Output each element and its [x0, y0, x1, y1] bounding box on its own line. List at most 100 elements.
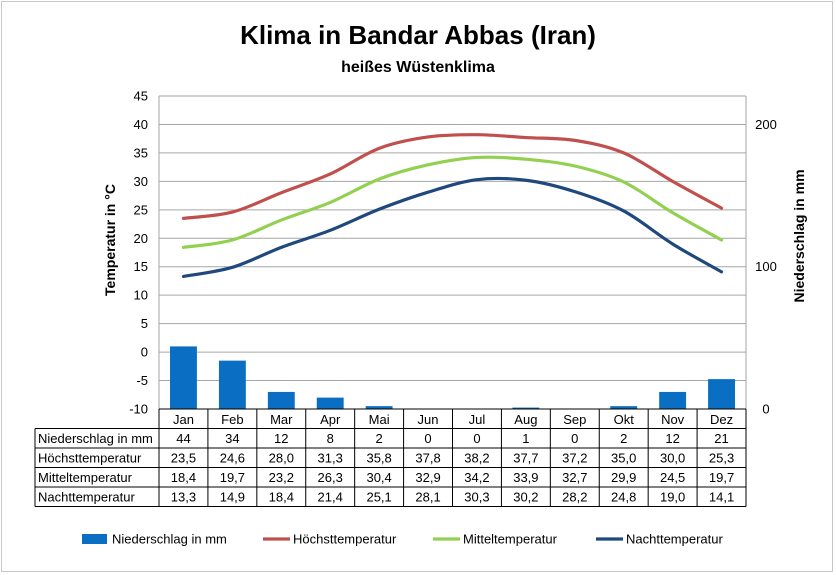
table-cell: 12	[274, 431, 288, 446]
table-row-label: Mitteltemperatur	[38, 470, 133, 485]
table-cell: 35,0	[611, 451, 636, 466]
line-mitteltemperatur	[181, 155, 724, 249]
table-cell: 28,1	[415, 490, 440, 505]
table-cell: 19,7	[220, 470, 245, 485]
y-left-tick-label: 25	[134, 202, 148, 217]
table-cell: 21,4	[318, 490, 343, 505]
table-cell: 19,0	[660, 490, 685, 505]
y-left-tick-label: 10	[134, 288, 148, 303]
bar-niederschlag	[316, 397, 344, 409]
chart-subtitle: heißes Wüstenklima	[341, 59, 495, 76]
y-left-tick-label: 45	[134, 89, 148, 104]
table-cell: 30,3	[464, 490, 489, 505]
table-cell: 2	[376, 431, 383, 446]
table-cell: 38,2	[464, 451, 489, 466]
legend-key-niederschlag	[82, 534, 107, 544]
table-cell: 0	[424, 431, 431, 446]
y-right-tick-label: 0	[762, 402, 769, 417]
table-cell: 18,4	[171, 470, 196, 485]
table-cell: 34	[225, 431, 239, 446]
y-left-axis-title: Temperatur in °C	[102, 184, 118, 296]
table-cell: 30,2	[513, 490, 538, 505]
table-cell: 21	[714, 431, 728, 446]
x-tick-label: Jul	[469, 412, 486, 427]
y-left-tick-label: -5	[136, 373, 148, 388]
table-cell: 8	[327, 431, 334, 446]
y-left-tick-label: -10	[129, 402, 148, 417]
table-cell: 44	[176, 431, 190, 446]
y-left-tick-label: 20	[134, 231, 148, 246]
table-cell: 30,4	[366, 470, 391, 485]
x-tick-label: Sep	[563, 412, 586, 427]
table-cell: 23,5	[171, 451, 196, 466]
x-tick-label: Nov	[661, 412, 685, 427]
table-cell: 19,7	[709, 470, 734, 485]
y-left-tick-label: 0	[141, 345, 148, 360]
y-left-tick-label: 15	[134, 259, 148, 274]
table-cell: 14,1	[709, 490, 734, 505]
table-cell: 28,0	[269, 451, 294, 466]
bar-niederschlag	[365, 406, 393, 409]
table-cell: 34,2	[464, 470, 489, 485]
table-cell: 37,7	[513, 451, 538, 466]
table-cell: 18,4	[269, 490, 294, 505]
y-right-tick-label: 200	[755, 117, 777, 132]
x-tick-label: Feb	[221, 412, 243, 427]
table-cell: 2	[620, 431, 627, 446]
bar-niederschlag	[170, 346, 197, 409]
legend-label: Höchsttemperatur	[293, 532, 397, 547]
legend-label: Nachttemperatur	[626, 532, 723, 547]
table-cell: 24,5	[660, 470, 685, 485]
line-hoechsttemperatur	[181, 133, 724, 220]
table-row-label: Niederschlag in mm	[38, 431, 153, 446]
table-cell: 25,1	[366, 490, 391, 505]
table-cell: 29,9	[611, 470, 636, 485]
table-cell: 0	[571, 431, 578, 446]
table-cell: 24,6	[220, 451, 245, 466]
x-tick-label: Apr	[320, 412, 341, 427]
y-right-tick-label: 100	[755, 259, 777, 274]
bar-niederschlag	[708, 379, 735, 409]
x-tick-label: Mar	[270, 412, 293, 427]
y-left-tick-label: 5	[141, 316, 148, 331]
y-left-tick-label: 40	[134, 117, 148, 132]
table-row-label: Höchsttemperatur	[38, 451, 142, 466]
y-left-tick-label: 35	[134, 145, 148, 160]
table-cell: 14,9	[220, 490, 245, 505]
bar-niederschlag	[267, 391, 295, 409]
table-cell: 35,8	[366, 451, 391, 466]
table-cell: 37,8	[415, 451, 440, 466]
x-tick-label: Dez	[710, 412, 733, 427]
y-left-tick-label: 30	[134, 174, 148, 189]
bar-niederschlag	[610, 406, 638, 409]
x-tick-label: Okt	[614, 412, 635, 427]
table-row-label: Nachttemperatur	[38, 490, 135, 505]
table-cell: 23,2	[269, 470, 294, 485]
table-cell: 12	[665, 431, 679, 446]
bar-niederschlag	[512, 407, 540, 409]
x-tick-label: Mai	[369, 412, 390, 427]
bar-niederschlag	[659, 391, 687, 409]
table-cell: 32,9	[415, 470, 440, 485]
table-cell: 0	[473, 431, 480, 446]
table-cell: 25,3	[709, 451, 734, 466]
x-tick-label: Jan	[173, 412, 194, 427]
y-right-axis-title: Niederschlag in mm	[791, 169, 807, 302]
legend-label: Niederschlag in mm	[112, 532, 227, 547]
x-tick-label: Jun	[418, 412, 439, 427]
table-cell: 37,2	[562, 451, 587, 466]
table-cell: 31,3	[318, 451, 343, 466]
table-cell: 24,8	[611, 490, 636, 505]
table-cell: 28,2	[562, 490, 587, 505]
table-cell: 32,7	[562, 470, 587, 485]
legend-label: Mitteltemperatur	[463, 532, 558, 547]
line-nachttemperatur	[181, 176, 724, 279]
table-cell: 30,0	[660, 451, 685, 466]
x-tick-label: Aug	[514, 412, 537, 427]
table-cell: 13,3	[171, 490, 196, 505]
table-cell: 26,3	[318, 470, 343, 485]
chart-title: Klima in Bandar Abbas (Iran)	[240, 20, 596, 50]
table-cell: 1	[522, 431, 529, 446]
